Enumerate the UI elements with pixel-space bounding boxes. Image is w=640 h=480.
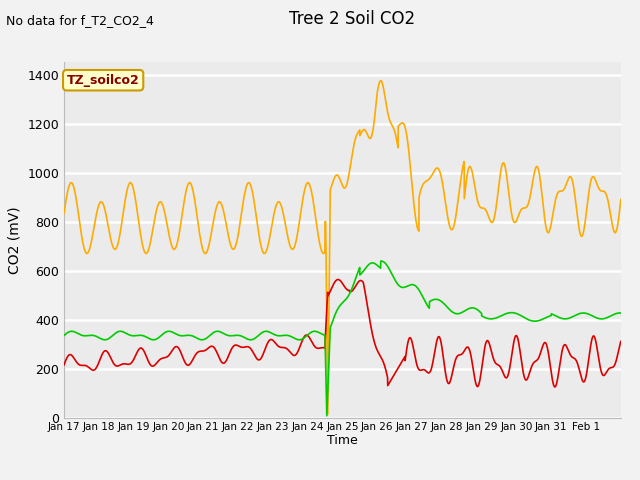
Text: TZ_soilco2: TZ_soilco2 bbox=[67, 74, 140, 87]
Y-axis label: CO2 (mV): CO2 (mV) bbox=[8, 206, 22, 274]
Text: No data for f_T2_CO2_4: No data for f_T2_CO2_4 bbox=[6, 14, 154, 27]
X-axis label: Time: Time bbox=[327, 434, 358, 447]
Text: Tree 2 Soil CO2: Tree 2 Soil CO2 bbox=[289, 10, 415, 28]
